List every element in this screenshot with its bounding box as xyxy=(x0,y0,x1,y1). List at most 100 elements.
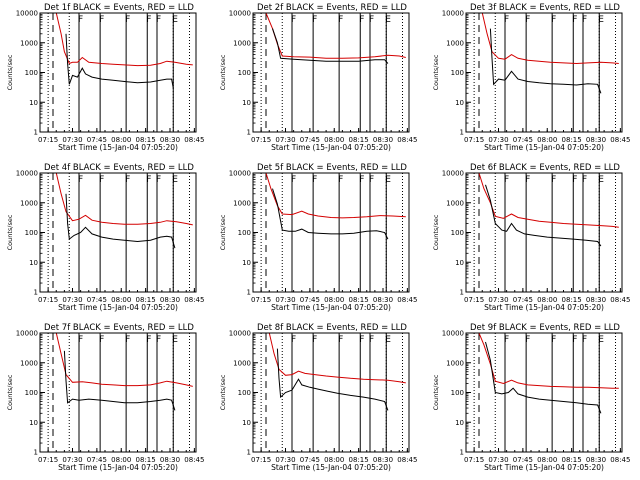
x-tick-label: 08:30 xyxy=(160,456,180,464)
y-tick-label: 1 xyxy=(460,129,464,137)
y-tick-label: 100 xyxy=(25,389,38,397)
y-axis-title: Counts/sec xyxy=(6,374,14,410)
y-tick-label: 10 xyxy=(455,259,464,267)
x-tick-label: 08:00 xyxy=(111,456,131,464)
interval-marker-label: F xyxy=(99,175,104,185)
x-tick-label: 07:30 xyxy=(275,456,295,464)
y-tick-label: 1 xyxy=(34,129,38,137)
events-series-line xyxy=(63,350,176,411)
y-tick-label: 10 xyxy=(242,259,251,267)
interval-marker-label: F xyxy=(582,175,587,185)
y-tick-label: 10000 xyxy=(442,170,464,178)
x-tick-label: 07:30 xyxy=(275,136,295,144)
y-axis-title: Counts/sec xyxy=(219,54,227,90)
interval-marker-label: F xyxy=(312,175,317,185)
interval-marker-label: F xyxy=(504,175,509,185)
plot-frame xyxy=(252,172,410,293)
interval-marker-label: F xyxy=(359,175,364,185)
y-axis-title: Counts/sec xyxy=(219,214,227,250)
x-tick-label: 07:15 xyxy=(251,296,271,304)
x-tick-label: 07:15 xyxy=(464,456,484,464)
y-axis-title: Counts/sec xyxy=(219,374,227,410)
x-tick-label: 07:15 xyxy=(464,296,484,304)
y-tick-label: 1 xyxy=(247,449,251,457)
plot-frame xyxy=(39,172,197,293)
events-series-line xyxy=(272,28,389,64)
x-tick-label: 08:00 xyxy=(111,296,131,304)
x-tick-label: 07:30 xyxy=(275,296,295,304)
x-axis-title: Start Time (15-Jan-04 07:05:20) xyxy=(271,303,391,312)
y-axis-title: Counts/sec xyxy=(432,374,440,410)
x-tick-label: 08:45 xyxy=(610,136,630,144)
events-series-line xyxy=(65,193,176,249)
y-tick-label: 10000 xyxy=(229,330,251,338)
x-tick-label: 08:15 xyxy=(349,456,369,464)
events-series-line xyxy=(485,184,602,247)
lld-series-line xyxy=(40,333,193,387)
interval-marker-label: F xyxy=(78,15,83,25)
interval-marker-label: E xyxy=(385,335,391,345)
plot-frame xyxy=(252,332,410,453)
x-tick-label: 07:45 xyxy=(87,136,107,144)
x-tick-label: 08:45 xyxy=(610,456,630,464)
plot-frame xyxy=(252,12,410,133)
interval-marker-label: F xyxy=(291,335,296,345)
lld-series-line xyxy=(466,333,619,389)
x-tick-label: 07:30 xyxy=(488,456,508,464)
plot-frame xyxy=(465,172,623,293)
interval-marker-label: F xyxy=(125,175,130,185)
interval-marker-label: F xyxy=(312,15,317,25)
y-axis-title: Counts/sec xyxy=(6,214,14,250)
y-tick-label: 100 xyxy=(25,69,38,77)
plot-frame xyxy=(39,332,197,453)
interval-marker-label: F xyxy=(156,15,161,25)
interval-marker-label: F xyxy=(525,175,530,185)
lld-series-line xyxy=(466,173,619,228)
y-tick-label: 1 xyxy=(247,129,251,137)
x-tick-label: 08:00 xyxy=(537,136,557,144)
lld-series-line xyxy=(466,13,619,65)
y-tick-label: 1000 xyxy=(233,359,251,367)
interval-marker-label: F xyxy=(525,15,530,25)
y-tick-label: 10000 xyxy=(16,330,38,338)
x-tick-label: 08:00 xyxy=(537,296,557,304)
x-tick-label: 07:15 xyxy=(251,456,271,464)
panel-title: Det 9f BLACK = Events, RED = LLD xyxy=(470,323,620,333)
y-tick-label: 10000 xyxy=(16,170,38,178)
y-tick-label: 1 xyxy=(460,449,464,457)
x-tick-label: 08:45 xyxy=(397,136,417,144)
x-axis-title: Start Time (15-Jan-04 07:05:20) xyxy=(58,303,178,312)
y-tick-label: 1000 xyxy=(446,199,464,207)
interval-marker-label: F xyxy=(99,335,104,345)
events-series-line xyxy=(489,28,602,94)
x-tick-label: 08:45 xyxy=(184,296,204,304)
plot-frame xyxy=(465,12,623,133)
interval-marker-label: F xyxy=(551,175,556,185)
x-tick-label: 07:15 xyxy=(38,136,58,144)
x-tick-label: 07:15 xyxy=(38,296,58,304)
y-tick-label: 1000 xyxy=(20,359,38,367)
y-tick-label: 10000 xyxy=(229,10,251,18)
y-tick-label: 1000 xyxy=(233,39,251,47)
interval-marker-label: F xyxy=(369,15,374,25)
interval-marker-label: F xyxy=(338,175,343,185)
interval-marker-label: F xyxy=(156,335,161,345)
x-tick-label: 07:30 xyxy=(62,136,82,144)
events-series-line xyxy=(485,341,602,414)
y-axis-title: Counts/sec xyxy=(432,54,440,90)
x-axis-title: Start Time (15-Jan-04 07:05:20) xyxy=(271,143,391,152)
interval-marker-label: F xyxy=(359,335,364,345)
lld-series-line xyxy=(253,13,406,59)
y-tick-label: 1000 xyxy=(446,39,464,47)
x-tick-label: 07:30 xyxy=(62,456,82,464)
lld-series-line xyxy=(40,173,193,226)
interval-marker-label: F xyxy=(146,15,151,25)
interval-marker-label: F xyxy=(504,335,509,345)
x-tick-label: 08:15 xyxy=(349,136,369,144)
